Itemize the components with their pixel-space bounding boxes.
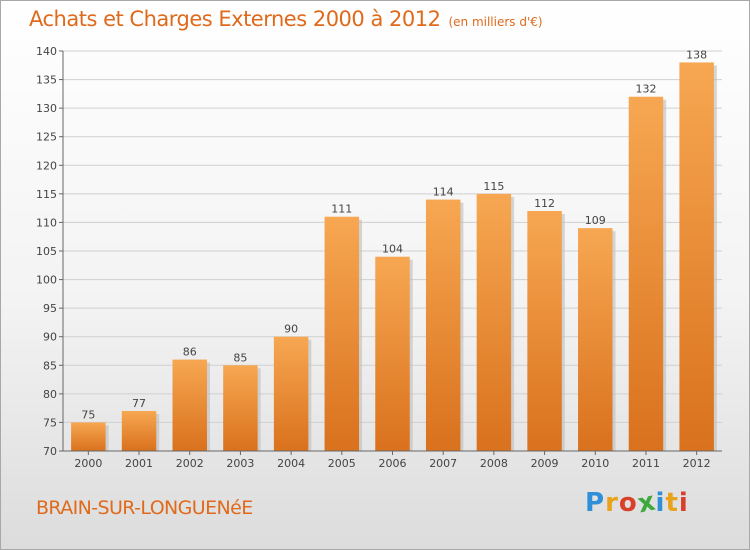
x-tick-label: 2001 <box>125 457 153 470</box>
chart-title: Achats et Charges Externes 2000 à 2012 (e… <box>29 7 543 31</box>
y-tick-label: 115 <box>36 188 57 201</box>
bars: 75 77 86 85 90 111 104 114 115 112 109 132 138 <box>71 48 717 452</box>
x-tick-label: 2006 <box>379 457 407 470</box>
title-text: Achats et Charges Externes 2000 à 2012 <box>29 7 441 31</box>
bar-2002[interactable] <box>172 359 207 451</box>
value-label: 77 <box>132 397 146 410</box>
bar-2007[interactable] <box>425 199 461 451</box>
bar-2003[interactable] <box>223 365 258 451</box>
value-label: 90 <box>284 323 298 336</box>
x-tick-label: 2010 <box>581 457 609 470</box>
x-tick-label: 2008 <box>480 457 508 470</box>
x-tick-label: 2002 <box>176 457 204 470</box>
bar-2009[interactable] <box>527 211 562 451</box>
y-tick-label: 75 <box>43 416 57 429</box>
x-tick-label: 2003 <box>226 457 254 470</box>
y-tick-label: 135 <box>36 74 57 87</box>
value-label: 75 <box>81 408 95 421</box>
logo-letter: i <box>678 488 689 518</box>
x-tick-label: 2007 <box>429 457 457 470</box>
x-tick-label: 2009 <box>531 457 559 470</box>
logo-letter: i <box>655 488 666 518</box>
logo-letter: t <box>665 488 679 518</box>
bar-2012[interactable] <box>679 62 714 452</box>
proxiti-logo[interactable]: Proxiti <box>585 486 689 519</box>
value-label: 86 <box>183 346 197 359</box>
y-tick-label: 100 <box>36 274 57 287</box>
x-tick-label: 2004 <box>277 457 305 470</box>
y-tick-label: 130 <box>36 102 57 115</box>
bar-2008[interactable] <box>476 193 512 451</box>
bar-2004[interactable] <box>273 336 309 451</box>
y-tick-label: 70 <box>43 445 57 458</box>
y-tick-label: 110 <box>36 216 57 229</box>
bar-2011[interactable] <box>628 96 664 451</box>
logo-letter: o <box>618 488 638 518</box>
bar-2005[interactable] <box>324 216 360 451</box>
chart-subtitle: (en milliers d'€) <box>448 15 543 29</box>
y-tick-label: 140 <box>36 45 57 58</box>
x-tick-label: 2000 <box>74 457 102 470</box>
bar-2001[interactable] <box>121 411 157 451</box>
x-tick-label: 2012 <box>683 457 711 470</box>
value-label: 115 <box>483 180 504 193</box>
value-label: 138 <box>686 48 707 61</box>
value-label: 104 <box>382 243 403 256</box>
bar-2006[interactable] <box>375 256 410 451</box>
y-tick-label: 80 <box>43 388 57 401</box>
x-tick-label: 2011 <box>632 457 660 470</box>
y-tick-label: 95 <box>43 302 57 315</box>
y-axis: 70 75 80 85 90 95 100 105 110 115 120 125 130 135 140 <box>36 45 64 458</box>
bar-2010[interactable] <box>578 228 613 451</box>
value-label: 109 <box>585 214 606 227</box>
logo-letter: r <box>605 488 619 518</box>
value-label: 112 <box>534 197 555 210</box>
value-label: 85 <box>233 351 247 364</box>
y-tick-label: 120 <box>36 159 57 172</box>
value-label: 114 <box>433 186 454 199</box>
bar-2000[interactable] <box>71 422 106 451</box>
value-label: 132 <box>635 83 656 96</box>
y-tick-label: 105 <box>36 245 57 258</box>
logo-letter: P <box>585 488 606 518</box>
x-axis: 2000 2001 2002 2003 2004 2005 2006 2007 2008 2009… <box>63 450 722 470</box>
y-tick-label: 85 <box>43 359 57 372</box>
commune-name: BRAIN-SUR-LONGUENéE <box>36 497 253 519</box>
y-tick-label: 125 <box>36 131 57 144</box>
x-tick-label: 2005 <box>328 457 356 470</box>
y-tick-label: 90 <box>43 331 57 344</box>
value-label: 111 <box>331 203 352 216</box>
